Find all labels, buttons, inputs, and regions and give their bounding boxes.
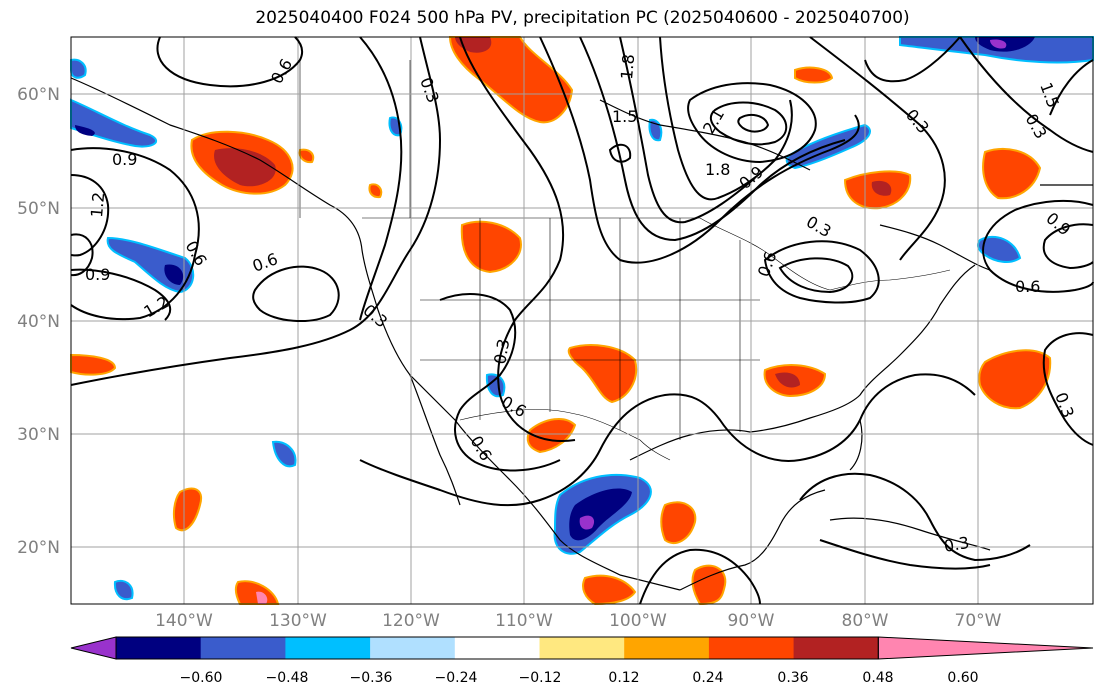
colorbar-tick: −0.24 [435, 670, 478, 686]
lat-tick-label: 40°N [17, 312, 60, 332]
contour-label: 0.9 [85, 265, 110, 284]
colorbar-segment [116, 637, 202, 659]
lon-tick-label: 70°W [955, 611, 1002, 631]
coastlines [70, 77, 1093, 591]
latitude-labels: 60°N 50°N 40°N 30°N 20°N [17, 85, 60, 558]
contour-label: 1.5 [612, 107, 637, 126]
lon-tick-label: 140°W [155, 611, 213, 631]
lon-tick-label: 120°W [382, 611, 440, 631]
political-borders [299, 60, 951, 461]
longitude-labels: 140°W 130°W 120°W 110°W 100°W 90°W 80°W … [155, 611, 1002, 631]
colorbar-segment [624, 637, 710, 659]
pv-contours [70, 36, 1094, 605]
colorbar-tick: −0.12 [519, 670, 562, 686]
contour-label: 0.3 [490, 337, 513, 365]
lon-tick-label: 80°W [842, 611, 889, 631]
colorbar-segment [454, 637, 540, 659]
precip-anomaly-fields [70, 36, 1094, 606]
map-title: 2025040400 F024 500 hPa PV, precipitatio… [255, 8, 910, 28]
colorbar-tick: 0.24 [692, 670, 723, 686]
lat-tick-label: 60°N [17, 85, 60, 105]
lon-tick-label: 130°W [269, 611, 327, 631]
contour-label: 0.3 [942, 533, 970, 556]
lat-tick-label: 30°N [17, 425, 60, 445]
colorbar-tick: 0.12 [608, 670, 639, 686]
colorbar-tick: −0.48 [266, 670, 309, 686]
colorbar-tick: −0.36 [350, 670, 393, 686]
colorbar-segment [200, 637, 286, 659]
lon-tick-label: 110°W [495, 611, 553, 631]
colorbar-frame [115, 636, 879, 660]
map-frame [70, 36, 1094, 605]
contour-label: 1.2 [87, 191, 108, 218]
graticule [71, 37, 1093, 604]
lon-tick-label: 100°W [609, 611, 667, 631]
colorbar-segment [708, 637, 795, 659]
colorbar-tick-labels: −0.60 −0.48 −0.36 −0.24 −0.12 0.12 0.24 … [180, 670, 979, 686]
colorbar-extend-low [70, 636, 117, 660]
contour-label: 0.6 [1015, 277, 1040, 296]
contour-label: 1.8 [705, 160, 730, 179]
contour-label: 0.9 [112, 150, 137, 169]
colorbar-tick: 0.60 [947, 670, 978, 686]
colorbar-tick: 0.36 [777, 670, 808, 686]
colorbar-tick: −0.60 [180, 670, 223, 686]
lon-tick-label: 90°W [728, 611, 775, 631]
colorbar-segment [793, 637, 879, 659]
colorbar-segment [539, 637, 625, 659]
colorbar-extend-high [877, 636, 1094, 660]
colorbar-segment [370, 637, 456, 659]
contour-label: 1.8 [617, 53, 638, 80]
lat-tick-label: 50°N [17, 199, 60, 219]
colorbar [70, 636, 1094, 660]
colorbar-segment [285, 637, 371, 659]
lat-tick-label: 20°N [17, 538, 60, 558]
colorbar-tick: 0.48 [862, 670, 893, 686]
